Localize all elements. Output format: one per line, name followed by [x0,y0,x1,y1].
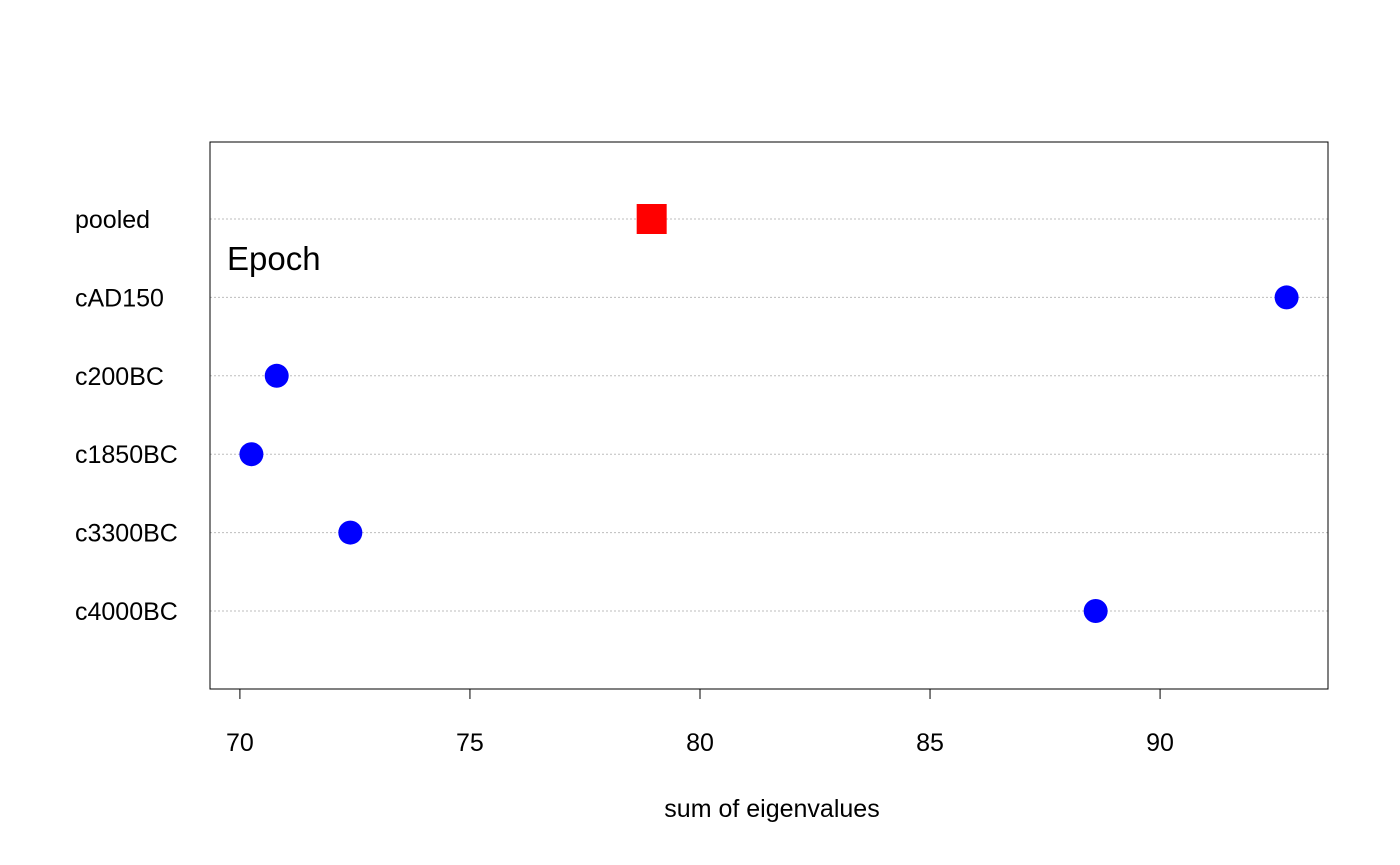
x-tick-label: 90 [1146,729,1174,757]
data-point-pooled [636,204,667,234]
data-point-c1850BC [239,442,264,467]
x-tick-label: 80 [686,729,714,757]
data-point-c4000BC [1083,599,1108,623]
category-label: c1850BC [75,441,178,469]
x-axis-title: sum of eigenvalues [664,795,879,823]
category-label: c200BC [75,363,164,391]
group-label: Epoch [227,240,321,277]
data-point-cAD150 [1274,285,1299,310]
data-point-c3300BC [338,520,363,545]
plot-frame [209,141,1329,690]
category-label: cAD150 [75,284,164,312]
category-labels: pooled cAD150 c200BC c1850BC c3300BC c4000BC [75,206,178,626]
x-axis: 70 75 80 85 90 [226,688,1174,757]
category-label: c3300BC [75,520,178,548]
category-label: c4000BC [75,598,178,626]
x-tick-label: 85 [916,729,944,757]
data-point-c200BC [264,363,289,388]
x-tick-label: 70 [226,729,254,757]
x-tick-label: 75 [456,729,484,757]
gridlines [210,218,1328,612]
category-label: pooled [75,206,150,234]
data-markers [239,204,1299,623]
